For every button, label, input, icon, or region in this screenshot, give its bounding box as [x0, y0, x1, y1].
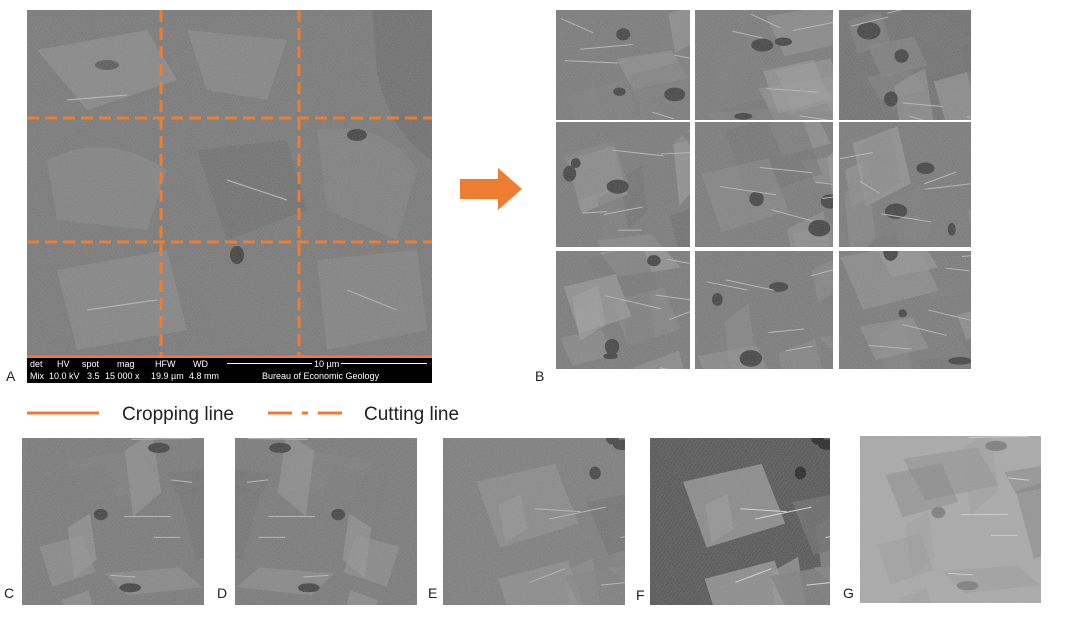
- cropping-line-swatch: [27, 411, 99, 415]
- grid-tile: [839, 122, 971, 247]
- panel-label-e: E: [428, 585, 438, 601]
- databar-hfw-label: HFW: [155, 359, 176, 369]
- grid-tile: [556, 10, 690, 120]
- cutting-line-swatch: [268, 411, 348, 415]
- scale-bar-label: 10 µm: [312, 359, 342, 370]
- databar-institution: Bureau of Economic Geology: [262, 371, 380, 381]
- grid-tile: [556, 122, 690, 247]
- grid-tile: [695, 122, 833, 247]
- databar-hfw-value: 19.9 µm: [151, 371, 184, 381]
- grid-tile: [695, 10, 833, 120]
- augmented-tile-f: [650, 438, 830, 605]
- grid-tile: [695, 251, 833, 369]
- databar-hv-label: HV: [57, 359, 70, 369]
- databar-spot-label: spot: [82, 359, 100, 369]
- databar-wd-value: 4.8 mm: [189, 371, 220, 381]
- databar-wd-label: WD: [193, 359, 208, 369]
- sem-image-original: [27, 10, 432, 358]
- augmented-tile-d: [235, 438, 417, 605]
- sem-data-bar: det HV spot mag HFW WD 10 µm Mix 10.0 kV…: [27, 358, 432, 383]
- databar-det-value: Mix: [30, 371, 44, 381]
- panel-label-g: G: [843, 585, 854, 601]
- databar-mag-label: mag: [117, 359, 135, 369]
- legend-cutting-label: Cutting line: [364, 404, 460, 425]
- augmented-tile-c: [22, 438, 204, 605]
- databar-spot-value: 3.5: [87, 371, 100, 381]
- panel-label-c: C: [4, 585, 15, 601]
- augmented-tile-e: [443, 438, 625, 605]
- panel-label-b: B: [535, 368, 545, 384]
- panel-label-a: A: [6, 368, 16, 384]
- panel-label-d: D: [217, 585, 228, 601]
- right-arrow-icon: [460, 168, 522, 210]
- grid-tile: [839, 251, 971, 369]
- cutting-lines: [27, 10, 432, 358]
- databar-det-label: det: [30, 359, 43, 369]
- databar-hv-value: 10.0 kV: [49, 371, 80, 381]
- augmented-tile-g: [860, 436, 1041, 603]
- panel-label-f: F: [636, 587, 645, 603]
- legend-cropping-label: Cropping line: [122, 404, 234, 425]
- databar-mag-value: 15 000 x: [105, 371, 140, 381]
- cropped-tile-grid: [556, 10, 972, 370]
- grid-tile: [839, 10, 971, 120]
- grid-tile: [556, 251, 690, 369]
